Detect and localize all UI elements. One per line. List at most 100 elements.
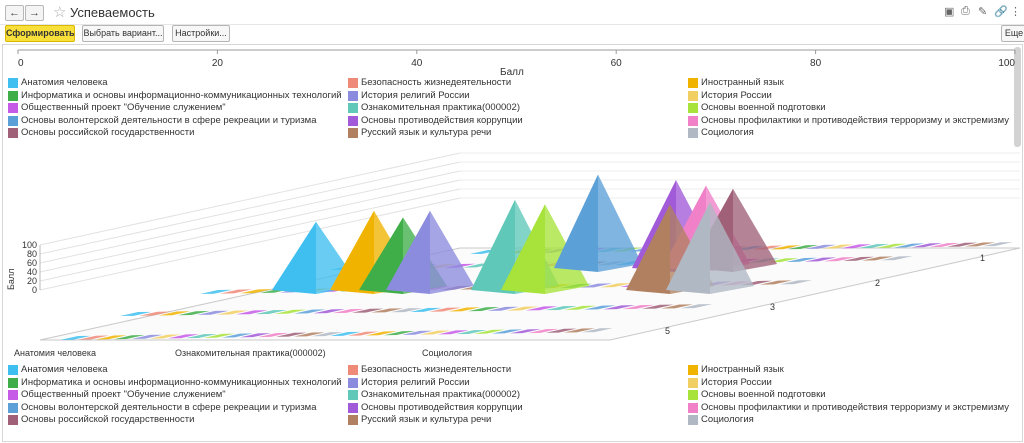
star-icon[interactable]: ☆ [53,4,67,21]
flat-bar [240,289,272,294]
legend-label: Безопасность жизнедеятельности [361,364,512,375]
flat-bar [760,280,792,285]
link-icon[interactable]: 🔗 [994,6,1008,18]
legend-label: Общественный проект "Обучение служением" [21,102,226,113]
legend-swatch [688,402,698,413]
flat-bar [330,331,361,336]
edit-icon[interactable]: ✎ [978,6,988,18]
legend-swatch [8,402,18,413]
flat-bar [680,304,713,309]
x-tick-label: 80 [810,58,822,69]
flat-bar [294,332,325,337]
arrow-left-icon: ← [9,7,20,19]
flat-bar [780,280,812,285]
depth-label: 2 [875,278,880,288]
flat-bar [510,329,541,334]
forward-button[interactable]: → [25,5,44,21]
legend-label: Безопасность жизнедеятельности [361,77,512,88]
flat-bar [150,334,181,339]
legend-swatch [348,402,358,413]
legend-swatch [688,128,698,138]
legend-label: Основы волонтерской деятельности в сфере… [21,114,317,126]
window-titlebar: ← → ☆ Успеваемость ▣ ⎙ ✎ 🔗 ⋮ [0,0,1024,25]
flat-bar [456,329,487,335]
grid-line [39,152,461,246]
legend-swatch [8,78,18,88]
x-tick-label: 100 [998,58,1015,69]
legend-label: Основы военной подготовки [701,389,826,400]
flat-bar [487,306,519,311]
flat-bar [96,335,127,340]
flat-bar [642,304,674,309]
legend-swatch [8,115,18,126]
flat-bar [294,309,326,314]
vertical-scrollbar[interactable] [1014,47,1021,147]
y-tick-label: 0 [32,285,37,295]
flat-bar [603,305,635,310]
legend-swatch [348,390,358,400]
more-icon[interactable]: ⋮ [1010,6,1021,18]
depth-label: 1 [980,253,985,263]
legend-label: Ознакомительная практика(000002) [361,389,520,400]
flat-bar [600,283,632,288]
legend-label: История России [701,89,772,101]
flat-bar [168,334,199,339]
flat-bar [947,242,978,247]
flat-bar [348,331,379,336]
settings-button[interactable]: Настройки... [172,25,230,42]
flat-bar [564,305,597,310]
legend-label: Основы российской государственности [21,127,195,138]
flat-bar [805,257,837,262]
back-button[interactable]: ← [5,5,24,21]
flat-bar [584,305,616,310]
pyramid-face-left [501,204,545,294]
generate-button[interactable]: Сформировать [5,25,75,42]
flat-bar [158,311,191,316]
flat-bar [139,311,171,316]
flat-bar [805,244,837,249]
grid-line [39,188,461,282]
legend-label: Основы российской государственности [21,414,195,425]
flat-bar [881,256,913,261]
grid-line [39,179,461,273]
legend-label: Анатомия человека [21,364,108,375]
flat-bar [220,289,252,294]
flat-bar [186,333,217,339]
flat-bar [528,328,559,334]
flat-bar [770,245,801,250]
legend-swatch [688,78,698,88]
flat-bar [661,304,693,309]
print-icon[interactable]: ⎙ [961,5,970,17]
legend-label: Основы противодействия коррупции [361,401,523,413]
legend-swatch [348,415,358,425]
category-label-3: Социология [422,348,473,358]
command-bar: Сформировать Выбрать вариант... Настройк… [0,24,1024,44]
pyramid-face-right [710,202,754,294]
legend-label: Русский язык и культура речи [361,127,492,138]
flat-bar [582,328,613,333]
pyramid-face-left [359,217,403,294]
flat-bar [438,330,469,335]
flat-bar [564,328,595,333]
flat-bar [216,310,249,315]
legend-label: Иностранный язык [701,364,784,375]
pyramid-face-left [626,204,670,294]
select-variant-button[interactable]: Выбрать вариант... [82,25,164,42]
save-icon[interactable]: ▣ [944,6,955,18]
flat-bar [178,311,210,316]
flat-bar [474,329,505,334]
more-button[interactable]: Еще [1001,25,1024,42]
y-tick-label: 100 [22,240,37,250]
legend-label: Анатомия человека [21,77,108,88]
legend-swatch [348,365,358,375]
flat-bar [788,245,819,250]
legend-label: Социология [701,127,754,138]
flat-bar [429,307,461,312]
legend-swatch [348,128,358,138]
y-axis-label: Балл [6,268,16,290]
flat-bar [197,310,229,315]
legend-label: Основы профилактики и противодействия те… [701,401,1010,413]
flat-bar [60,335,91,340]
legend-swatch [8,415,18,425]
legend-swatch [8,377,18,388]
